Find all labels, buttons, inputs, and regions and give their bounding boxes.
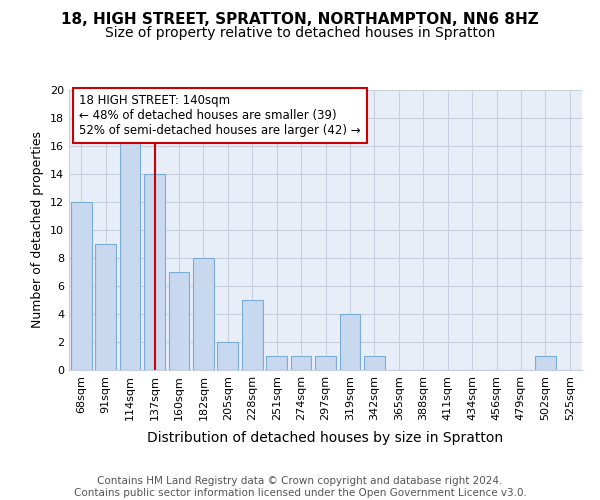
X-axis label: Distribution of detached houses by size in Spratton: Distribution of detached houses by size … (148, 431, 503, 445)
Text: 18 HIGH STREET: 140sqm
← 48% of detached houses are smaller (39)
52% of semi-det: 18 HIGH STREET: 140sqm ← 48% of detached… (79, 94, 361, 137)
Bar (95, 244, 116, 370)
Bar (144, 174, 165, 370)
Bar (340, 314, 361, 370)
Bar (217, 342, 238, 370)
Bar (193, 258, 214, 370)
Y-axis label: Number of detached properties: Number of detached properties (31, 132, 44, 328)
Bar (266, 356, 287, 370)
Bar (315, 356, 336, 370)
Bar (71, 202, 92, 370)
Bar (290, 356, 311, 370)
Text: Size of property relative to detached houses in Spratton: Size of property relative to detached ho… (105, 26, 495, 40)
Text: Contains HM Land Registry data © Crown copyright and database right 2024.
Contai: Contains HM Land Registry data © Crown c… (74, 476, 526, 498)
Bar (242, 300, 263, 370)
Bar (119, 132, 140, 370)
Bar (364, 356, 385, 370)
Text: 18, HIGH STREET, SPRATTON, NORTHAMPTON, NN6 8HZ: 18, HIGH STREET, SPRATTON, NORTHAMPTON, … (61, 12, 539, 28)
Bar (169, 272, 190, 370)
Bar (535, 356, 556, 370)
